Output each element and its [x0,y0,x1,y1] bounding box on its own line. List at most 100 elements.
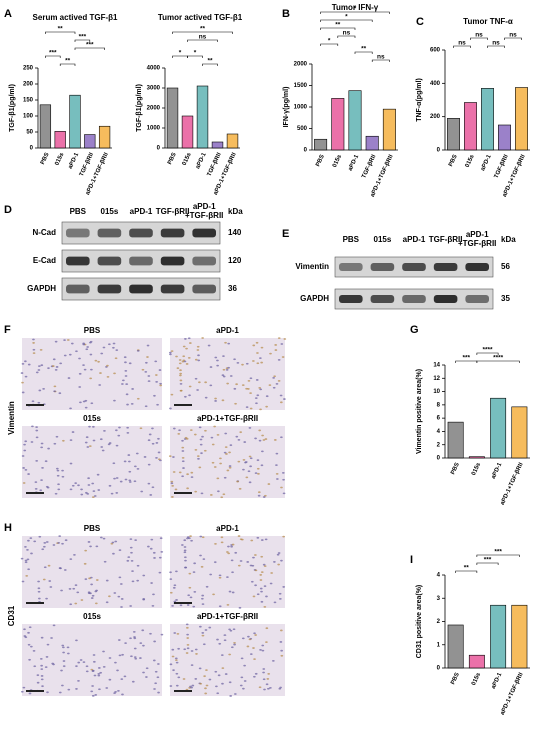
sig-bracket [453,45,471,48]
cell [245,406,249,409]
x-tick-label: aPD-1 [348,153,361,172]
cell [188,342,192,344]
cell [42,388,46,390]
cell [171,484,175,487]
cell [193,433,197,436]
cell [176,632,180,635]
cell [24,559,28,562]
cell [87,591,91,594]
kda-unit: kDa [228,207,243,216]
cell [254,634,258,636]
cell [67,377,71,379]
cell [179,382,183,385]
cell [158,369,162,371]
cell [195,653,198,655]
cell [178,359,182,361]
sig-label: ** [58,26,64,33]
cell [82,400,86,403]
cell [196,455,200,458]
cell [169,663,173,666]
cell [88,341,92,344]
cell [40,664,44,667]
cell [39,657,43,660]
cell [27,539,30,542]
cell [226,469,230,472]
cell [249,564,253,567]
cell [216,364,220,367]
cell [138,657,142,659]
cell [257,494,261,497]
cell [225,453,228,455]
cell [259,649,262,651]
cell [277,358,281,361]
x-tick-label: 015s [471,461,482,476]
cell [147,482,151,485]
lane-label: 015s [374,235,392,244]
cell [155,442,159,444]
cell [233,358,236,361]
cell [73,553,76,556]
cell [278,597,282,600]
cell [280,436,283,439]
cell [276,553,280,556]
cell [243,664,247,667]
cell [37,369,41,371]
cell [121,379,125,382]
blot-band [402,295,426,303]
panel-letter: B [282,8,290,20]
cell [35,429,39,432]
cell [265,683,269,686]
cell [262,668,266,670]
cell [102,346,106,349]
cell [151,486,155,489]
cell [263,565,267,568]
y-tick-label: 0 [437,666,441,672]
blot-band [97,256,122,266]
cell [220,541,224,544]
sig-label: ** [200,26,206,33]
cell [121,653,125,656]
cell [98,384,102,386]
cell [269,352,272,355]
cell [31,425,34,428]
panel-letter: D [4,204,12,216]
y-tick-label: 12 [433,376,440,382]
bar [511,604,528,669]
cell [90,690,94,693]
cell [258,357,262,359]
cell [52,358,56,361]
ihc-image [22,338,162,410]
cell [61,439,65,442]
cell [60,589,63,592]
cell [183,648,187,651]
cell [216,434,220,436]
cell [91,482,95,485]
cell [230,559,234,562]
cell [40,675,44,677]
cell [260,450,264,453]
cell [118,654,122,657]
bar [498,124,511,151]
sig-bracket [320,11,390,14]
cell [235,435,239,438]
cell [24,545,27,548]
cell [126,403,129,406]
bar [382,108,396,151]
cell [149,494,153,496]
cell [20,557,24,560]
cell [61,469,64,472]
cell [243,441,247,443]
cell [21,580,25,583]
cell [47,447,50,450]
y-tick-label: 2 [437,442,441,448]
cell [187,594,191,597]
cell [214,542,217,545]
cell [179,374,182,377]
cell [120,383,124,385]
cell [186,637,190,639]
cell [82,661,86,663]
cell [223,634,227,637]
cell [173,632,177,634]
cell [168,351,172,354]
cell [133,480,137,483]
